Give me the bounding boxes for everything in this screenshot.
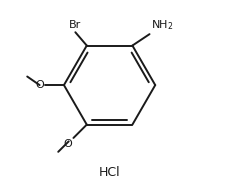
Text: O: O (36, 80, 44, 90)
Text: O: O (64, 140, 73, 149)
Text: NH$_2$: NH$_2$ (151, 19, 174, 32)
Text: Br: Br (69, 20, 82, 30)
Text: HCl: HCl (99, 166, 121, 179)
